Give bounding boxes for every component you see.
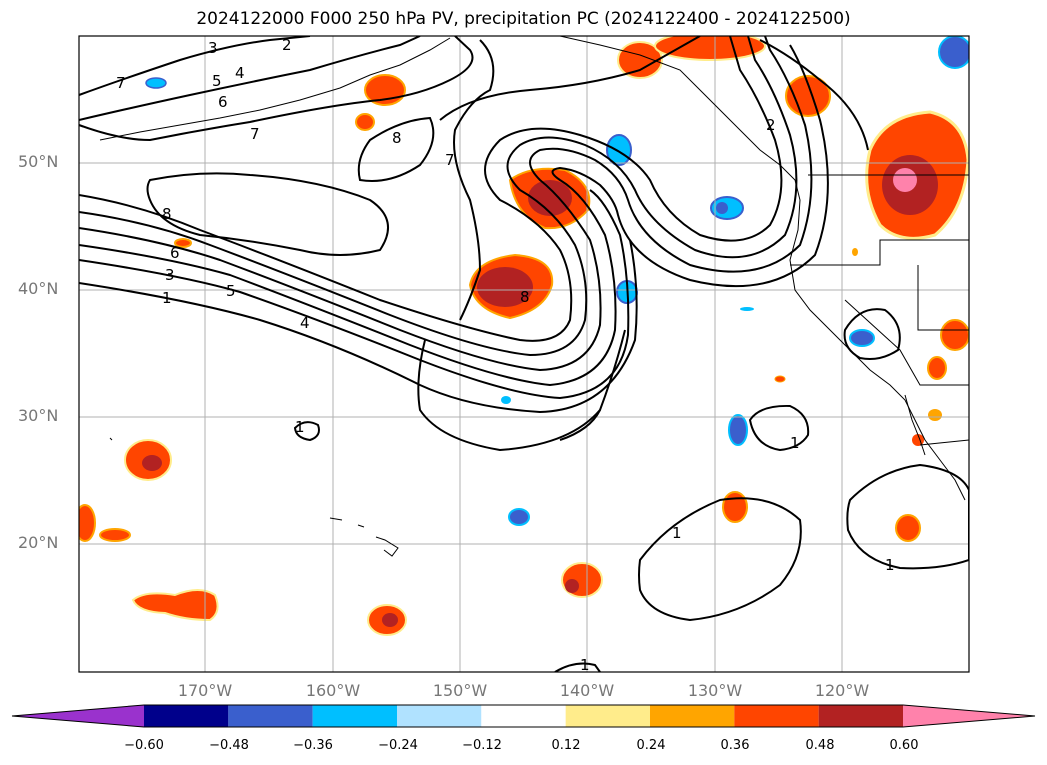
lat-label: 50°N xyxy=(18,152,59,171)
map-frame xyxy=(78,35,970,673)
precip-blob-center-2 xyxy=(468,253,554,320)
precip-blob-south-2 xyxy=(561,562,603,598)
map-title: 2024122000 F000 250 hPa PV, precipitatio… xyxy=(196,9,851,29)
colorbar-tick-label: 0.12 xyxy=(551,738,581,753)
precip-blob-southwest xyxy=(131,589,219,622)
contour-labels: 3 2 4 5 6 7 7 8 8 6 3 5 1 4 7 8 2 1 1 1 … xyxy=(116,36,895,674)
pv-contours xyxy=(79,36,969,672)
colorbar-segment xyxy=(397,705,482,727)
contour-label: 7 xyxy=(250,125,260,143)
colorbar-tick-label: 0.48 xyxy=(805,738,835,753)
colorbar-tick-label: −0.12 xyxy=(462,738,502,753)
colorbar-segment xyxy=(312,705,397,727)
lat-label: 30°N xyxy=(18,406,59,425)
colorbar-tick-label: 0.36 xyxy=(720,738,750,753)
contour-label: 4 xyxy=(300,314,310,332)
lat-label: 40°N xyxy=(18,279,59,298)
contour-label: 8 xyxy=(392,129,402,147)
colorbar-extend-min xyxy=(12,705,144,727)
lon-label: 130°W xyxy=(687,681,743,700)
colorbar-tick-label: −0.60 xyxy=(124,738,164,753)
colorbar-segment xyxy=(650,705,735,727)
colorbar-segment xyxy=(144,705,229,727)
lat-label: 20°N xyxy=(18,533,59,552)
precip-blob-gulf-alaska xyxy=(617,36,766,79)
precip-blob-center-1 xyxy=(508,167,591,230)
colorbar-segment xyxy=(481,705,566,727)
colorbar-outline xyxy=(11,704,1036,728)
contour-label: 5 xyxy=(212,72,222,90)
colorbar-segment xyxy=(818,705,903,727)
colorbar-segment xyxy=(565,705,650,727)
contour-label: 3 xyxy=(165,266,175,284)
lon-label: 140°W xyxy=(559,681,615,700)
contour-label: 1 xyxy=(790,434,800,452)
colorbar-segment xyxy=(734,705,819,727)
contour-label: 6 xyxy=(170,244,180,262)
colorbar xyxy=(11,704,1036,728)
contour-label: 3 xyxy=(208,39,218,57)
colorbar-tick-label: −0.36 xyxy=(293,738,333,753)
precip-shading xyxy=(79,36,969,636)
contour-label: 7 xyxy=(445,151,455,169)
lon-label: 160°W xyxy=(305,681,361,700)
precip-blob-west-2 xyxy=(79,504,131,542)
contour-label: 2 xyxy=(282,36,292,54)
contour-label: 8 xyxy=(162,205,172,223)
contour-label: 8 xyxy=(520,288,530,306)
precip-blob-west-1 xyxy=(124,439,172,481)
contour-label: 7 xyxy=(116,74,126,92)
contour-label: 1 xyxy=(885,556,895,574)
lon-label: 170°W xyxy=(177,681,233,700)
contour-label: 1 xyxy=(162,289,172,307)
contour-label: 1 xyxy=(580,656,590,674)
contour-label: 6 xyxy=(218,93,228,111)
coastlines xyxy=(99,36,969,557)
precip-blob-bc xyxy=(785,75,831,117)
precip-blob-south-1 xyxy=(367,604,407,636)
colorbar-tick-label: 0.60 xyxy=(889,738,919,753)
colorbar-extend-max xyxy=(903,705,1035,727)
colorbar-tick-label: −0.48 xyxy=(209,738,249,753)
lon-label: 120°W xyxy=(814,681,870,700)
contour-label: 2 xyxy=(766,116,776,134)
lon-label: 150°W xyxy=(432,681,488,700)
colorbar-tick-label: −0.24 xyxy=(378,738,418,753)
contour-label: 5 xyxy=(226,282,236,300)
contour-label: 1 xyxy=(295,418,305,436)
contour-label: 4 xyxy=(235,64,245,82)
colorbar-tick-label: 0.24 xyxy=(636,738,666,753)
precip-blob-small-others xyxy=(174,238,969,542)
map-grid xyxy=(79,36,969,672)
colorbar-segment xyxy=(228,705,313,727)
contour-label: 1 xyxy=(672,524,682,542)
negative-blobs xyxy=(145,36,969,526)
